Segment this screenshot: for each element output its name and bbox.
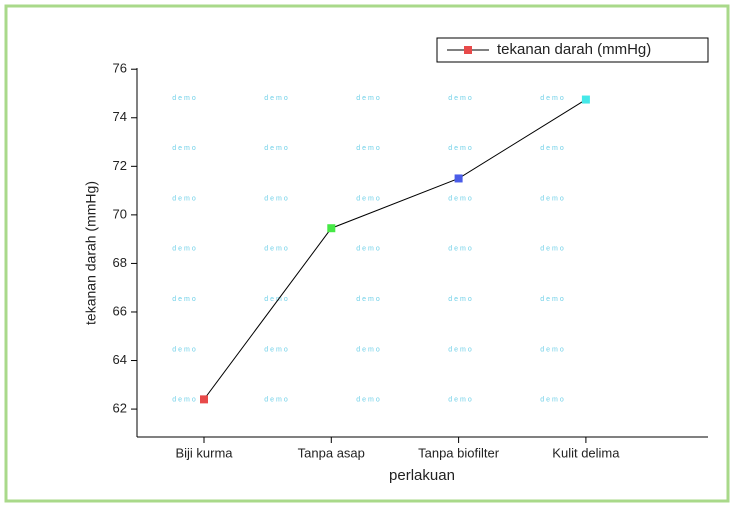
watermark: demo [172,95,198,102]
watermark: demo [172,397,198,404]
watermark: demo [448,246,474,253]
legend-label: tekanan darah (mmHg) [497,41,651,58]
watermark: demo [356,95,382,102]
watermark: demo [356,145,382,152]
watermark: demo [264,296,290,303]
watermark: demo [540,195,566,202]
watermark: demo [172,246,198,253]
watermark: demo [356,346,382,353]
watermark: demo [172,296,198,303]
watermark: demo [540,95,566,102]
x-axis-label: perlakuan [389,467,455,484]
y-tick-label: 70 [113,206,127,221]
y-axis-label: tekanan darah (mmHg) [83,181,99,325]
watermark: demo [264,95,290,102]
watermark: demo [448,397,474,404]
watermark: demo [356,397,382,404]
watermark: demo [356,246,382,253]
y-tick-label: 62 [113,401,127,416]
y-tick-label: 68 [113,255,127,270]
x-tick-label: Biji kurma [175,445,233,460]
y-tick-label: 72 [113,158,127,173]
legend-marker [464,46,472,54]
watermark: demo [448,195,474,202]
watermark: demo [264,397,290,404]
watermark: demo [264,195,290,202]
watermark: demo [540,145,566,152]
y-tick-label: 64 [113,352,127,367]
x-tick-label: Kulit delima [552,445,620,460]
frame [4,4,730,503]
watermark: demo [448,145,474,152]
data-point [454,174,463,183]
x-tick-label: Tanpa asap [298,445,365,460]
watermark: demo [172,145,198,152]
data-point [581,95,590,104]
watermark: demo [448,95,474,102]
y-tick-label: 66 [113,303,127,318]
y-tick-label: 76 [113,61,127,76]
x-tick-label: Tanpa biofilter [418,445,500,460]
watermark: demo [264,346,290,353]
data-point [200,395,208,404]
watermark: demo [540,296,566,303]
watermark: demo [356,195,382,202]
watermark: demo [540,346,566,353]
watermark: demo [264,145,290,152]
watermark: demo [356,296,382,303]
watermark: demo [540,246,566,253]
data-point [327,224,336,233]
watermark: demo [540,397,566,404]
y-tick-label: 74 [113,109,127,124]
watermark: demo [172,346,198,353]
watermark: demo [448,346,474,353]
watermark: demo [448,296,474,303]
watermark: demo [172,195,198,202]
data-line [203,99,587,400]
watermark: demo [264,246,290,253]
